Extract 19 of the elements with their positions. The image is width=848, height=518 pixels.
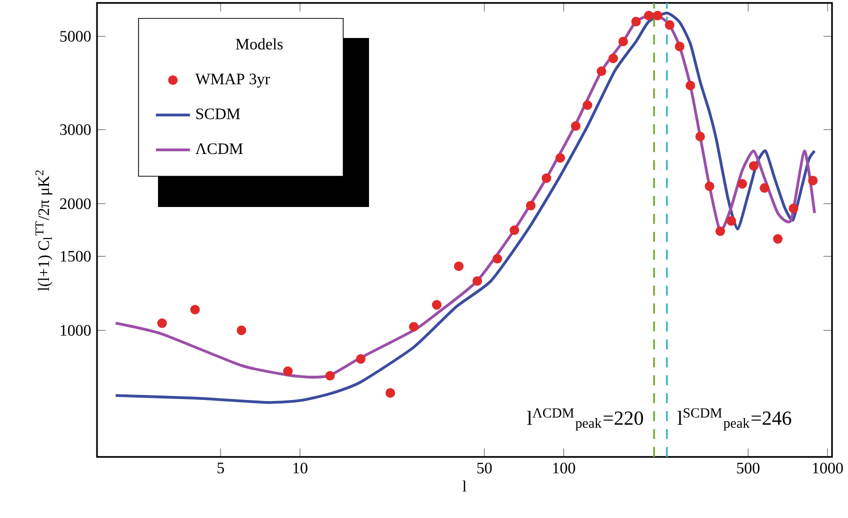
y-axis-title: l(l+1) C$_{l}$$^{TT}$/2π μK$^{2}$ (35, 170, 52, 291)
legend-label: SCDM (196, 108, 240, 120)
x-axis-title: l (462, 480, 466, 492)
x-tick-label: 50 (477, 462, 492, 474)
y-tick-label: 3000 (60, 124, 91, 135)
y-tick-label: 1000 (60, 324, 91, 336)
legend-title: Models (236, 38, 283, 50)
y-tick-label: 2000 (60, 198, 91, 210)
y-tick-label: 1500 (60, 250, 91, 262)
x-tick-label: 500 (737, 462, 760, 474)
legend-label: ΛCDM (195, 143, 243, 154)
x-tick-label: 5 (218, 462, 224, 474)
x-tick-label: 1000 (812, 462, 843, 474)
ref-line-label: l$^{SCDM}$$_{peak}$=246 (678, 408, 792, 431)
x-tick-label: 10 (293, 462, 308, 474)
y-tick-label: 5000 (60, 30, 91, 42)
legend-label: WMAP 3yr (195, 74, 270, 88)
ref-line-label: l$^{ΛCDM}$$_{peak}$=220 (527, 408, 643, 431)
x-tick-label: 100 (553, 462, 576, 474)
